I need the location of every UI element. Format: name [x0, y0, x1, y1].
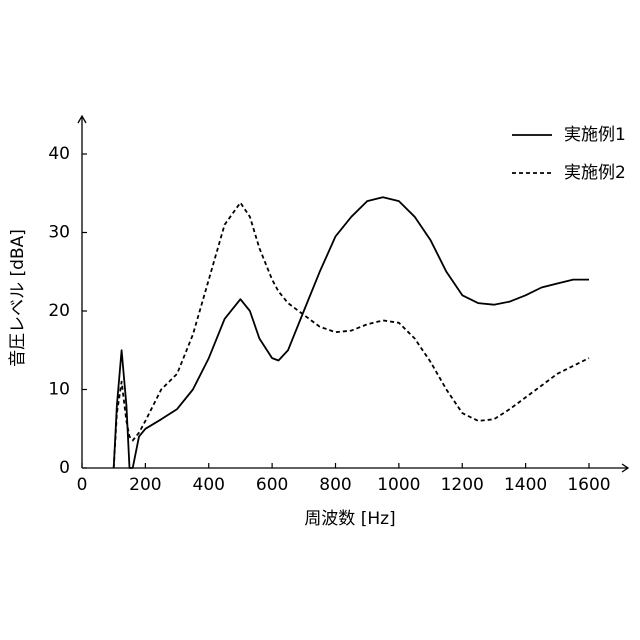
y-tick-label: 30 — [48, 223, 70, 243]
series-line — [114, 197, 589, 468]
series-line — [114, 203, 589, 468]
legend-label: 実施例2 — [564, 163, 626, 183]
x-tick-label: 800 — [319, 475, 351, 495]
y-axis-label: 音圧レベル [dBA] — [8, 229, 28, 367]
x-axis-label: 周波数 [Hz] — [304, 509, 395, 529]
y-tick-label: 20 — [48, 301, 70, 321]
y-tick-label: 0 — [59, 458, 70, 478]
x-tick-label: 200 — [129, 475, 161, 495]
legend-label: 実施例1 — [564, 125, 626, 145]
x-tick-label: 1400 — [504, 475, 547, 495]
x-tick-label: 600 — [256, 475, 288, 495]
x-tick-label: 1600 — [567, 475, 610, 495]
chart: 周波数 [Hz] 音圧レベル [dBA] 0200400600800100012… — [0, 0, 640, 640]
x-tick-label: 400 — [193, 475, 225, 495]
y-tick-label: 10 — [48, 380, 70, 400]
axes — [78, 116, 628, 472]
x-tick-label: 1200 — [441, 475, 484, 495]
y-tick-label: 40 — [48, 144, 70, 164]
x-tick-label: 0 — [77, 475, 88, 495]
x-tick-label: 1000 — [377, 475, 420, 495]
